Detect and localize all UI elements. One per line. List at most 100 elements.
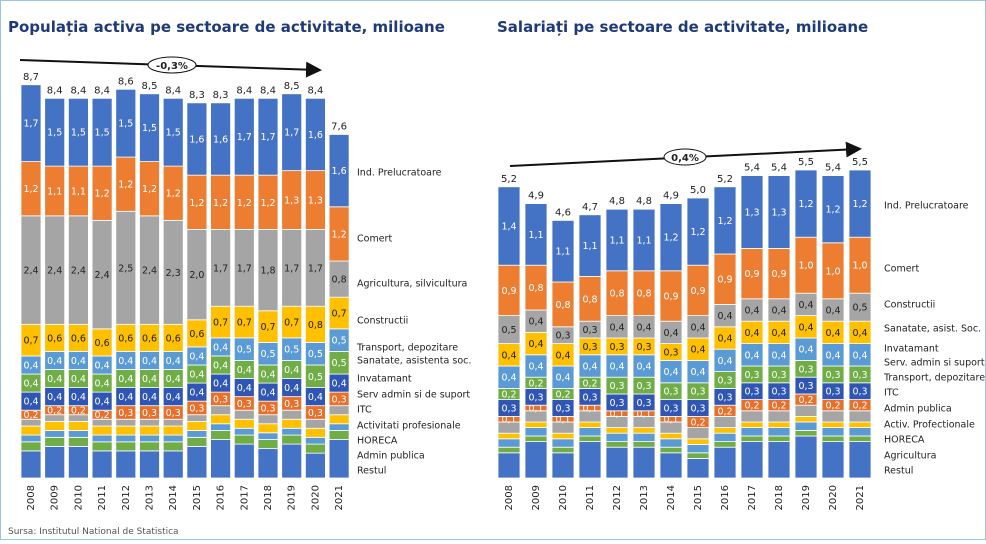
bar-segment: [44, 436, 66, 447]
bar-segment: [632, 208, 656, 272]
bar-segment: [186, 445, 208, 479]
data-label: 0,2: [501, 390, 516, 401]
annotation: 0,4%: [671, 153, 699, 164]
bar-segment: [328, 430, 350, 440]
bar-segment: [632, 441, 656, 448]
data-label: 0,4: [237, 383, 252, 394]
bar-segment: [304, 418, 326, 429]
data-label: 0,1: [501, 415, 516, 426]
bar-segment: [821, 441, 845, 479]
bar-segment: [659, 432, 683, 440]
total-label: 8,7: [23, 72, 39, 83]
data-label: 2,5: [118, 263, 133, 274]
data-label: 0,3: [663, 404, 678, 415]
bar-segment: [233, 418, 255, 429]
bar-segment: [139, 434, 160, 443]
total-label: 5,4: [744, 163, 760, 174]
data-label: 0,5: [332, 358, 347, 369]
data-label: 0,3: [798, 381, 813, 392]
x-tick-label: 2014: [666, 485, 677, 510]
bar-segment: [794, 435, 818, 479]
data-label: 0,3: [798, 364, 813, 375]
data-label: 0,3: [609, 398, 624, 409]
bar-segment: [139, 418, 160, 427]
data-label: 0,4: [47, 374, 62, 385]
data-label: 0,4: [284, 365, 299, 376]
data-label: 0,4: [690, 345, 705, 356]
data-label: 0,2: [528, 378, 543, 389]
data-label: 1,0: [825, 266, 840, 277]
data-label: 1,8: [260, 266, 275, 277]
data-label: 0,4: [690, 322, 705, 333]
bar-segment: [328, 134, 350, 208]
data-label: 1,6: [189, 135, 204, 146]
data-label: 0,2: [744, 401, 759, 412]
bar-segment: [524, 427, 548, 437]
data-label: 0,4: [71, 356, 86, 367]
data-label: 0,3: [582, 392, 597, 403]
chart-title: Populația activa pe sectoare de activita…: [8, 18, 445, 36]
total-label: 4,6: [555, 207, 571, 218]
bar-segment: [497, 446, 521, 454]
total-label: 7,6: [331, 121, 347, 132]
legend-label: Admin publica: [884, 404, 952, 415]
data-label: 0,5: [332, 336, 347, 347]
data-label: 0,6: [118, 333, 133, 344]
data-label: 0,1: [528, 404, 543, 415]
data-label: 0,8: [582, 294, 597, 305]
bar-segment: [848, 441, 872, 479]
bar-segment: [115, 418, 137, 427]
legend-label: Serv admin si de suport: [357, 390, 470, 401]
bar-segment: [139, 441, 160, 452]
data-label: 0,3: [663, 387, 678, 398]
bar-segment: [632, 427, 656, 434]
data-label: 0,4: [852, 328, 867, 339]
data-label: 0,5: [308, 372, 323, 383]
data-label: 0,9: [501, 286, 516, 297]
data-label: 0,4: [501, 350, 516, 361]
data-label: 0,3: [609, 381, 624, 392]
data-label: 1,2: [166, 189, 181, 200]
bar-segment: [115, 434, 137, 443]
bar-segment: [551, 446, 575, 454]
data-label: 1,3: [308, 196, 323, 207]
bar-segment: [794, 404, 818, 417]
data-label: 0,3: [237, 399, 252, 410]
data-label: 0,5: [501, 325, 516, 336]
bar-segment: [767, 410, 791, 423]
data-label: 0,3: [690, 387, 705, 398]
x-tick-label: 2013: [639, 485, 650, 510]
data-label: 0,3: [118, 408, 133, 419]
legend-label: Comert: [357, 234, 392, 245]
legend-label: Admin publica: [357, 451, 425, 462]
legend-label: Constructii: [357, 316, 408, 327]
bar-segment: [115, 88, 137, 158]
data-label: 0,3: [189, 403, 204, 414]
bar-segment: [210, 439, 232, 479]
legend-label: Activ. Profectionale: [884, 420, 975, 431]
bar-segment: [713, 186, 737, 255]
bar-segment: [659, 446, 683, 454]
data-label: 0,8: [308, 320, 323, 331]
x-tick-label: 2010: [73, 485, 84, 510]
bar-segment: [551, 432, 575, 440]
data-label: 0,4: [308, 392, 323, 403]
bar-segment: [767, 441, 791, 479]
data-label: 0,4: [213, 361, 228, 372]
data-label: 0,4: [213, 379, 228, 390]
data-label: 0,3: [744, 370, 759, 381]
total-label: 8,5: [142, 81, 158, 92]
bar-segment: [304, 427, 326, 438]
bar-segment: [659, 438, 683, 448]
bar-segment: [524, 203, 548, 266]
legend-label: Sanatate, asistenta soc.: [357, 356, 471, 367]
x-tick-label: 2011: [97, 485, 108, 510]
total-label: 5,4: [771, 163, 787, 174]
bar-segment: [257, 448, 279, 479]
data-label: 0,4: [189, 351, 204, 362]
data-label: 0,1: [663, 415, 678, 426]
data-label: 0,3: [825, 387, 840, 398]
bar-segment: [740, 421, 764, 428]
data-label: 0,5: [308, 349, 323, 360]
data-label: 0,4: [528, 339, 543, 350]
